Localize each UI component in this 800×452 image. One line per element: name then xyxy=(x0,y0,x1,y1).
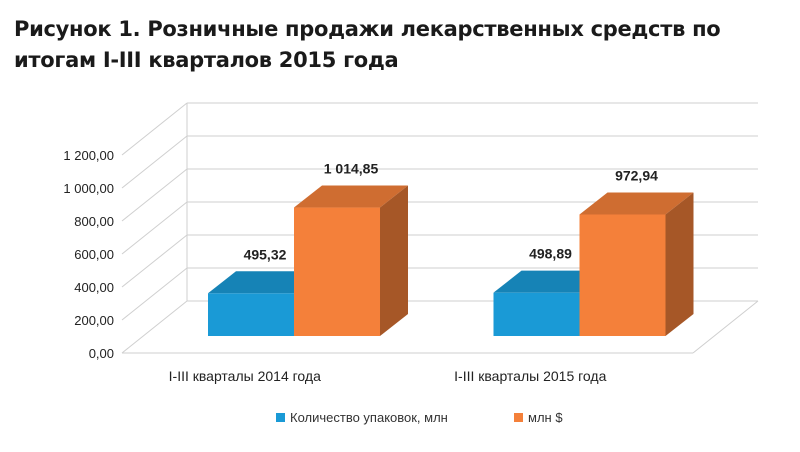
bar-top-0-0 xyxy=(208,271,322,294)
bars-layer xyxy=(208,185,694,336)
y-tick-label: 1 000,00 xyxy=(63,181,114,196)
category-label-0: I-III кварталы 2014 года xyxy=(169,368,321,384)
gridline-side xyxy=(121,135,188,189)
bar-front-1-1 xyxy=(579,214,666,336)
y-axis-ticks: 0,00 200,00 400,00 600,00 800,00 1 000,00 1 20… xyxy=(63,148,114,361)
data-labels-layer: 495,32 1 014,85 498,89 972,94 xyxy=(244,161,659,263)
floor-right-edge xyxy=(692,300,759,354)
data-label-0-0: 495,32 xyxy=(244,246,287,262)
chart-title-line-2: итогам I-III кварталов 2015 года xyxy=(14,48,399,72)
gridline-side xyxy=(121,168,188,222)
y-tick-label: 200,00 xyxy=(74,313,114,328)
bar-side-1-1 xyxy=(665,192,694,336)
bar-front-0-1 xyxy=(493,292,580,336)
data-label-0-1: 498,89 xyxy=(529,246,572,262)
data-label-1-1: 972,94 xyxy=(615,167,658,183)
category-label-1: I-III кварталы 2015 года xyxy=(454,368,606,384)
gridline-side xyxy=(121,300,188,354)
y-tick-label: 800,00 xyxy=(74,214,114,229)
y-tick-label: 1 200,00 xyxy=(63,148,114,163)
legend-swatch-0 xyxy=(276,413,285,422)
gridline-side xyxy=(121,267,188,321)
legend-label-0: Количество упаковок, млн xyxy=(290,410,448,425)
y-tick-label: 0,00 xyxy=(89,346,114,361)
chart-title-line-1: Рисунок 1. Розничные продажи лекарственн… xyxy=(14,17,721,41)
y-tick-label: 400,00 xyxy=(74,280,114,295)
bar-top-1-1 xyxy=(579,192,694,215)
legend-label-1: млн $ xyxy=(528,410,563,425)
bar-top-1-0 xyxy=(294,185,408,208)
legend-swatch-1 xyxy=(514,413,523,422)
category-labels-layer: I-III кварталы 2014 года I-III кварталы 2… xyxy=(169,368,607,384)
bar-side-1-0 xyxy=(380,185,408,336)
bar-front-1-0 xyxy=(294,207,380,336)
data-label-1-0: 1 014,85 xyxy=(324,161,379,177)
bar-top-0-1 xyxy=(493,270,608,293)
bar-front-0-0 xyxy=(208,293,294,336)
gridline-side xyxy=(121,201,188,255)
y-tick-label: 600,00 xyxy=(74,247,114,262)
chart-title: Рисунок 1. Розничные продажи лекарственн… xyxy=(14,14,790,76)
gridline-side xyxy=(121,234,188,288)
legend: Количество упаковок, млн млн $ xyxy=(276,410,563,425)
gridline-side xyxy=(121,102,188,156)
